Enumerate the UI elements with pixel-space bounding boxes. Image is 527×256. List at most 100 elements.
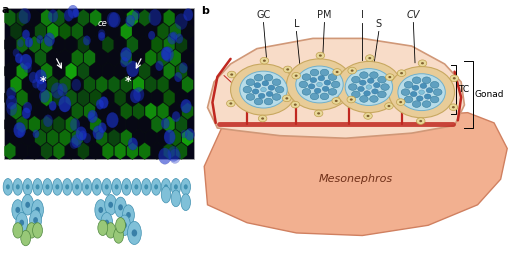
Circle shape [431,96,439,103]
Circle shape [44,33,55,46]
Ellipse shape [115,218,125,233]
Circle shape [106,112,119,128]
Circle shape [419,120,422,122]
Circle shape [272,79,281,86]
Circle shape [15,54,23,63]
Circle shape [324,80,331,85]
Text: Gonad: Gonad [475,90,504,99]
Circle shape [175,34,183,44]
Circle shape [22,30,30,39]
Ellipse shape [123,205,134,225]
Ellipse shape [102,179,112,195]
Circle shape [317,112,320,114]
Circle shape [291,101,299,108]
Circle shape [229,102,232,105]
Circle shape [14,122,26,138]
Circle shape [424,94,431,99]
Circle shape [419,90,424,94]
Circle shape [412,77,421,83]
Ellipse shape [151,179,161,195]
Circle shape [230,73,233,76]
Circle shape [22,108,31,119]
Ellipse shape [112,179,121,195]
Circle shape [161,47,171,60]
Circle shape [181,130,187,138]
Ellipse shape [171,190,181,207]
Circle shape [396,99,405,105]
Circle shape [132,10,140,20]
Circle shape [364,91,370,96]
Circle shape [264,98,273,105]
Text: ce: ce [98,18,108,28]
Ellipse shape [119,215,131,236]
Circle shape [169,149,181,164]
Circle shape [36,35,43,44]
Ellipse shape [128,221,141,244]
Circle shape [37,79,46,91]
Circle shape [132,229,137,237]
Circle shape [83,133,91,143]
Circle shape [380,84,389,90]
Circle shape [284,66,292,73]
Ellipse shape [106,223,115,238]
Circle shape [266,91,273,97]
Circle shape [179,62,188,73]
Circle shape [369,96,378,102]
Text: Mesonephros: Mesonephros [319,174,393,184]
Ellipse shape [22,195,34,215]
Circle shape [144,184,148,189]
Circle shape [19,220,24,226]
Circle shape [348,67,356,74]
Circle shape [20,54,32,70]
Circle shape [260,57,269,64]
Circle shape [175,14,188,30]
Text: CV: CV [407,10,420,20]
Text: *: * [125,76,132,88]
Circle shape [181,99,191,113]
Circle shape [29,72,37,83]
Ellipse shape [92,179,102,195]
Circle shape [412,85,419,90]
Circle shape [359,72,368,78]
Circle shape [115,184,119,189]
Circle shape [174,72,182,82]
Circle shape [261,87,266,92]
Circle shape [126,61,139,77]
Circle shape [400,72,403,74]
Circle shape [89,112,94,120]
Circle shape [121,47,131,61]
Circle shape [148,31,155,40]
Circle shape [294,103,297,106]
Circle shape [285,97,288,100]
Circle shape [404,96,413,103]
Circle shape [399,101,402,103]
Circle shape [263,60,266,62]
Circle shape [126,212,131,218]
Circle shape [404,81,413,88]
Circle shape [70,138,79,149]
Circle shape [385,103,393,109]
Circle shape [185,129,194,140]
Circle shape [35,70,46,84]
Circle shape [398,74,445,111]
Circle shape [87,110,97,123]
Circle shape [6,87,16,99]
Circle shape [75,184,79,189]
Ellipse shape [101,212,113,233]
Circle shape [25,37,33,47]
Circle shape [98,29,105,38]
Ellipse shape [105,195,116,215]
Ellipse shape [132,179,141,195]
Circle shape [254,83,261,88]
Circle shape [243,86,252,93]
Circle shape [310,69,319,76]
Ellipse shape [122,179,131,195]
Ellipse shape [43,179,52,195]
Circle shape [228,71,236,78]
Circle shape [184,184,188,189]
Circle shape [268,85,275,90]
Circle shape [367,78,374,83]
Circle shape [96,99,104,109]
Circle shape [422,77,431,83]
Circle shape [378,91,386,98]
